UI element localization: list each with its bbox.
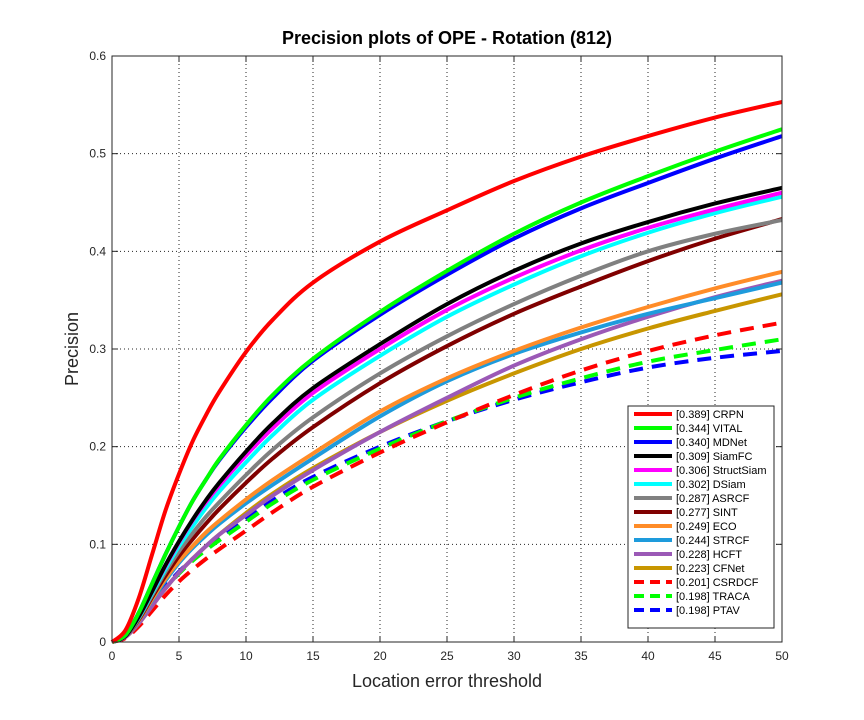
legend-label-csrdcf: [0.201] CSRDCF xyxy=(676,577,759,589)
series-line-vital xyxy=(111,127,783,644)
legend-label-siamfc: [0.309] SiamFC xyxy=(676,451,752,463)
legend-label-dsiam: [0.302] DSiam xyxy=(676,479,746,491)
tick-layer: 0 5 10 15 20 25 30 35 40 45 50 0 0.1 0.2 0.3 0.4 0.5 0.6 xyxy=(89,49,789,663)
y-tick-label: 0.4 xyxy=(89,244,106,258)
series-line-crpn xyxy=(110,99,783,644)
x-tick-label: 20 xyxy=(373,649,387,663)
x-tick-label: 30 xyxy=(507,649,521,663)
legend-label-crpn: [0.389] CRPN xyxy=(676,409,744,421)
series-line-hcft xyxy=(111,278,783,644)
legend-label-eco: [0.249] ECO xyxy=(676,521,737,533)
x-tick-label: 45 xyxy=(708,649,722,663)
series-layer xyxy=(110,99,783,644)
y-tick-label: 0 xyxy=(99,635,106,649)
y-tick-label: 0.3 xyxy=(89,342,106,356)
legend-label-structsiam: [0.306] StructSiam xyxy=(676,465,767,477)
series-line-siamfc xyxy=(111,185,783,644)
legend: [0.389] CRPN [0.344] VITAL [0.340] MDNet [0… xyxy=(627,405,775,629)
x-tick-label: 10 xyxy=(239,649,253,663)
x-tick-label: 40 xyxy=(641,649,655,663)
legend-label-mdnet: [0.340] MDNet xyxy=(676,437,747,449)
legend-label-asrcf: [0.287] ASRCF xyxy=(676,493,750,505)
legend-label-hcft: [0.228] HCFT xyxy=(676,549,742,561)
y-tick-label: 0.1 xyxy=(89,537,106,551)
y-tick-label: 0.5 xyxy=(89,147,106,161)
legend-label-cfnet: [0.223] CFNet xyxy=(676,563,744,575)
x-tick-label: 5 xyxy=(176,649,183,663)
legend-label-sint: [0.277] SINT xyxy=(676,507,738,519)
legend-label-strcf: [0.244] STRCF xyxy=(676,535,750,547)
x-tick-label: 0 xyxy=(109,649,116,663)
legend-label-ptav: [0.198] PTAV xyxy=(676,605,740,617)
x-tick-label: 15 xyxy=(306,649,320,663)
x-tick-label: 35 xyxy=(574,649,588,663)
y-tick-label: 0.6 xyxy=(89,49,106,63)
x-tick-label: 50 xyxy=(775,649,789,663)
y-tick-label: 0.2 xyxy=(89,440,106,454)
chart-title: Precision plots of OPE - Rotation (812) xyxy=(282,28,612,48)
legend-label-vital: [0.344] VITAL xyxy=(676,423,742,435)
x-tick-label: 25 xyxy=(440,649,454,663)
legend-label-traca: [0.198] TRACA xyxy=(676,591,750,603)
y-axis-label: Precision xyxy=(62,312,82,386)
series-line-csrdcf xyxy=(111,320,783,644)
x-axis-label: Location error threshold xyxy=(352,671,542,691)
